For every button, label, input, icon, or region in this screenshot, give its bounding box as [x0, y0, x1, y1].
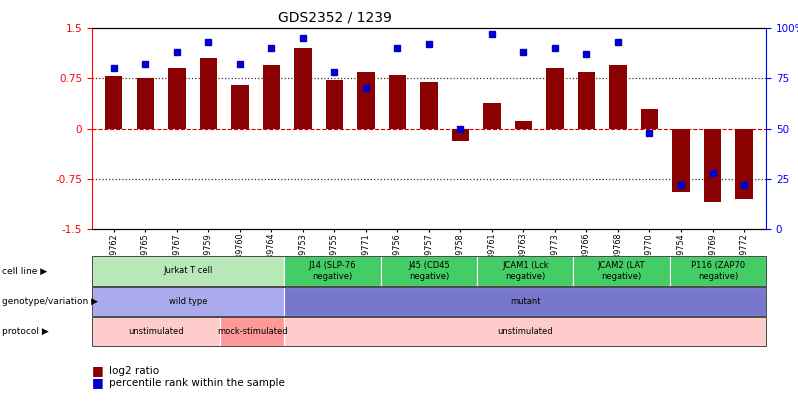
Text: unstimulated: unstimulated [497, 327, 553, 336]
Text: J14 (SLP-76
negative): J14 (SLP-76 negative) [309, 261, 357, 281]
Text: J45 (CD45
negative): J45 (CD45 negative) [408, 261, 450, 281]
Bar [294, 48, 311, 129]
Text: unstimulated: unstimulated [128, 327, 184, 336]
Text: JCAM2 (LAT
negative): JCAM2 (LAT negative) [598, 261, 646, 281]
Bar [452, 129, 469, 141]
Bar [231, 85, 248, 129]
Text: mock-stimulated: mock-stimulated [217, 327, 287, 336]
Bar [105, 77, 122, 129]
Text: protocol ▶: protocol ▶ [2, 327, 49, 336]
Bar [578, 72, 595, 129]
Bar [200, 58, 217, 129]
Bar [484, 103, 500, 129]
Text: cell line ▶: cell line ▶ [2, 266, 47, 275]
Text: ■: ■ [92, 364, 104, 377]
Bar [641, 109, 658, 129]
Bar [673, 129, 689, 192]
Text: wild type: wild type [169, 297, 207, 306]
Bar [610, 65, 626, 129]
Text: GDS2352 / 1239: GDS2352 / 1239 [279, 10, 392, 24]
Text: percentile rank within the sample: percentile rank within the sample [109, 378, 285, 388]
Text: ■: ■ [92, 376, 104, 389]
Bar [736, 129, 753, 199]
Bar [263, 65, 280, 129]
Bar [326, 81, 343, 129]
Bar [421, 82, 437, 129]
Bar [136, 79, 154, 129]
Bar [358, 72, 374, 129]
Bar [547, 68, 563, 129]
Text: log2 ratio: log2 ratio [109, 366, 160, 375]
Text: JCAM1 (Lck
negative): JCAM1 (Lck negative) [502, 261, 548, 281]
Bar [389, 75, 406, 129]
Text: P116 (ZAP70
negative): P116 (ZAP70 negative) [691, 261, 745, 281]
Text: Jurkat T cell: Jurkat T cell [164, 266, 213, 275]
Text: genotype/variation ▶: genotype/variation ▶ [2, 297, 97, 306]
Bar [704, 129, 721, 202]
Bar [168, 68, 185, 129]
Text: mutant: mutant [510, 297, 540, 306]
Bar [515, 121, 532, 129]
